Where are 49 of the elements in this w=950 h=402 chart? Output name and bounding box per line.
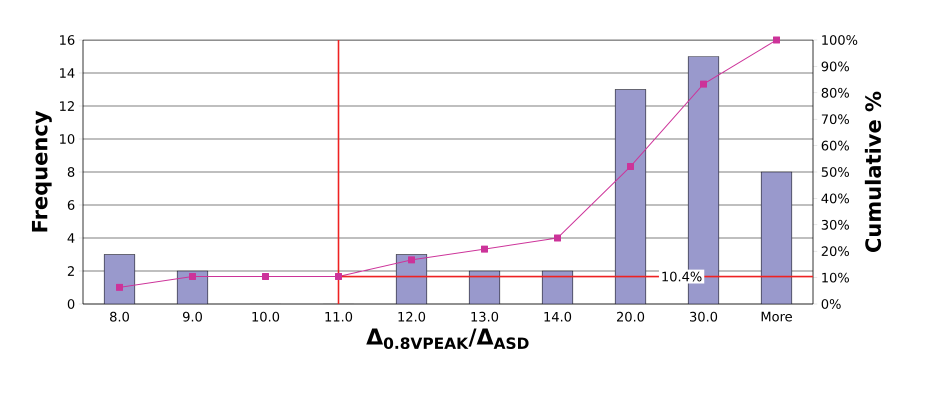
point bbox=[481, 246, 488, 253]
y-tick-label: 8 bbox=[68, 167, 74, 177]
x-tick-label: More bbox=[762, 312, 792, 322]
x-axis-title: Δ$_{0.8VPEAK}$/Δ$_{ASD}$ bbox=[366, 328, 529, 350]
x-tick-label: 13.0 bbox=[471, 312, 498, 322]
x-tick-label: 30.0 bbox=[690, 312, 718, 322]
bar bbox=[104, 254, 136, 304]
x-tick-label: 14.0 bbox=[544, 312, 572, 322]
y-tick-label: 6 bbox=[68, 200, 74, 210]
y-tick-label: 2 bbox=[68, 266, 74, 276]
bar bbox=[760, 172, 792, 304]
x-tick-label: 10.0 bbox=[252, 312, 280, 322]
y2-tick-label: 50% bbox=[822, 167, 849, 177]
y-axis-title: Frequency bbox=[32, 110, 52, 232]
y-tick-label: 12 bbox=[60, 101, 74, 111]
y-tick-label: 0 bbox=[68, 299, 74, 309]
bar bbox=[396, 254, 428, 304]
y-tick-label: 14 bbox=[60, 68, 74, 78]
y2-tick-label: 40% bbox=[821, 193, 849, 204]
x-tick-label: 20.0 bbox=[616, 312, 644, 322]
y2-tick-label: 10% bbox=[822, 272, 849, 283]
y2-tick-label: 80% bbox=[822, 88, 849, 98]
point bbox=[627, 162, 634, 170]
y2-tick-label: 90% bbox=[822, 61, 849, 72]
y2-tick-label: 0% bbox=[822, 299, 841, 309]
y2-tick-label: 100% bbox=[822, 35, 858, 45]
point bbox=[408, 256, 415, 264]
bar bbox=[176, 270, 208, 304]
point bbox=[189, 273, 196, 280]
x-tick-label: 11.0 bbox=[325, 312, 352, 322]
y2-axis-title: Cumulative % bbox=[864, 92, 882, 252]
x-tick-label: 8.0 bbox=[110, 312, 129, 322]
bar bbox=[614, 89, 646, 304]
y2-tick-label: 70% bbox=[822, 114, 849, 124]
point bbox=[554, 234, 562, 242]
y2-tick-label: 60% bbox=[822, 140, 849, 151]
y2-tick-label: 30% bbox=[822, 220, 849, 230]
point bbox=[335, 273, 342, 280]
y-tick-label: 16 bbox=[60, 35, 74, 45]
point bbox=[262, 273, 270, 280]
y2-tick-label: 20% bbox=[822, 246, 849, 256]
point bbox=[773, 36, 780, 44]
x-tick-label: 12.0 bbox=[398, 312, 426, 322]
point bbox=[116, 284, 124, 291]
y-tick-label: 4 bbox=[68, 233, 74, 243]
x-tick-label: 9.0 bbox=[182, 312, 202, 322]
y-tick-label: 10 bbox=[60, 134, 74, 144]
point bbox=[700, 80, 707, 88]
ref-line-label: 10.4% bbox=[662, 272, 702, 282]
